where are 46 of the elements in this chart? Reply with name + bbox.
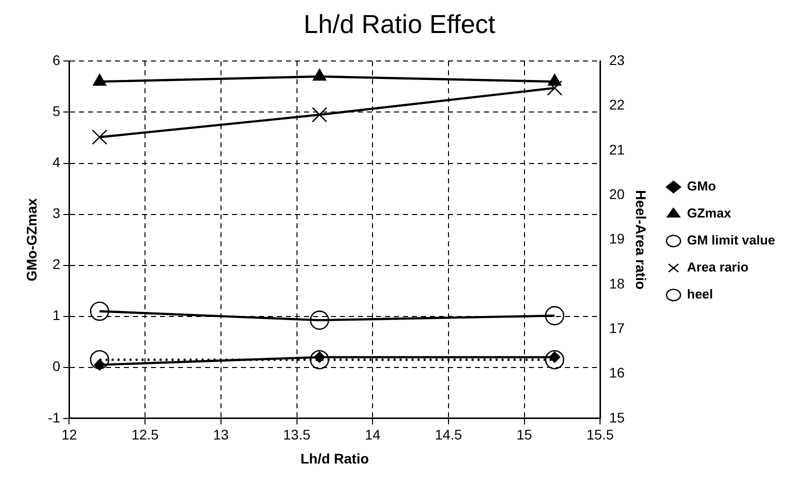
x-tick-label: 12.5 xyxy=(131,426,159,443)
y-tick-label: 5 xyxy=(52,103,60,120)
y2-tick-label: 21 xyxy=(609,141,625,158)
x-tick-label: 13.5 xyxy=(283,426,311,443)
y2-tick-label: 15 xyxy=(609,409,625,426)
y-tick-label: 3 xyxy=(52,205,60,222)
point xyxy=(92,74,106,86)
legend-label: GM limit value xyxy=(687,232,776,248)
point xyxy=(92,129,108,145)
y-tick-label: 4 xyxy=(52,154,60,170)
point xyxy=(546,80,562,96)
point xyxy=(544,306,564,326)
y-tick-label: 0 xyxy=(52,358,60,374)
point xyxy=(548,74,562,86)
legend-label: heel xyxy=(687,286,714,302)
y2-tick-label: 17 xyxy=(609,320,625,336)
y2-tick-label: 16 xyxy=(609,364,625,381)
y2-tick-label: 19 xyxy=(609,230,625,247)
y-tick-label: 2 xyxy=(52,256,60,272)
y-tick-label: 6 xyxy=(52,52,60,68)
y2-tick-label: 20 xyxy=(609,186,625,202)
y2-tick-label: 18 xyxy=(609,275,625,292)
x-tick-label: 15.5 xyxy=(586,426,614,443)
x-tick-label: 14 xyxy=(364,426,381,443)
x-tick-label: 13 xyxy=(213,426,229,443)
point xyxy=(310,310,330,330)
chart-title: Lh/d Ratio Effect xyxy=(304,8,496,39)
y2-tick-label: 23 xyxy=(609,52,625,68)
y2-tick-label: 22 xyxy=(609,96,625,113)
y-axis-title: GMo-GZmax xyxy=(23,198,40,282)
point xyxy=(312,107,328,122)
point xyxy=(312,68,326,81)
legend-label: Area rario xyxy=(687,260,748,275)
legend-label: GZmax xyxy=(687,206,732,221)
point xyxy=(310,350,330,370)
y-tick-label: 1 xyxy=(52,307,60,324)
legend-label: GMo xyxy=(687,178,716,194)
x-tick-label: 15 xyxy=(516,426,532,443)
x-tick-label: 14.5 xyxy=(434,426,462,443)
point xyxy=(90,302,110,321)
point xyxy=(544,350,564,370)
x-tick-label: 12 xyxy=(61,426,78,443)
y2-axis-title: Heel-Area ratio xyxy=(633,190,650,290)
y-tick-label: -1 xyxy=(48,409,60,426)
x-axis-title: Lh/d Ratio xyxy=(300,450,369,466)
point xyxy=(90,350,110,370)
